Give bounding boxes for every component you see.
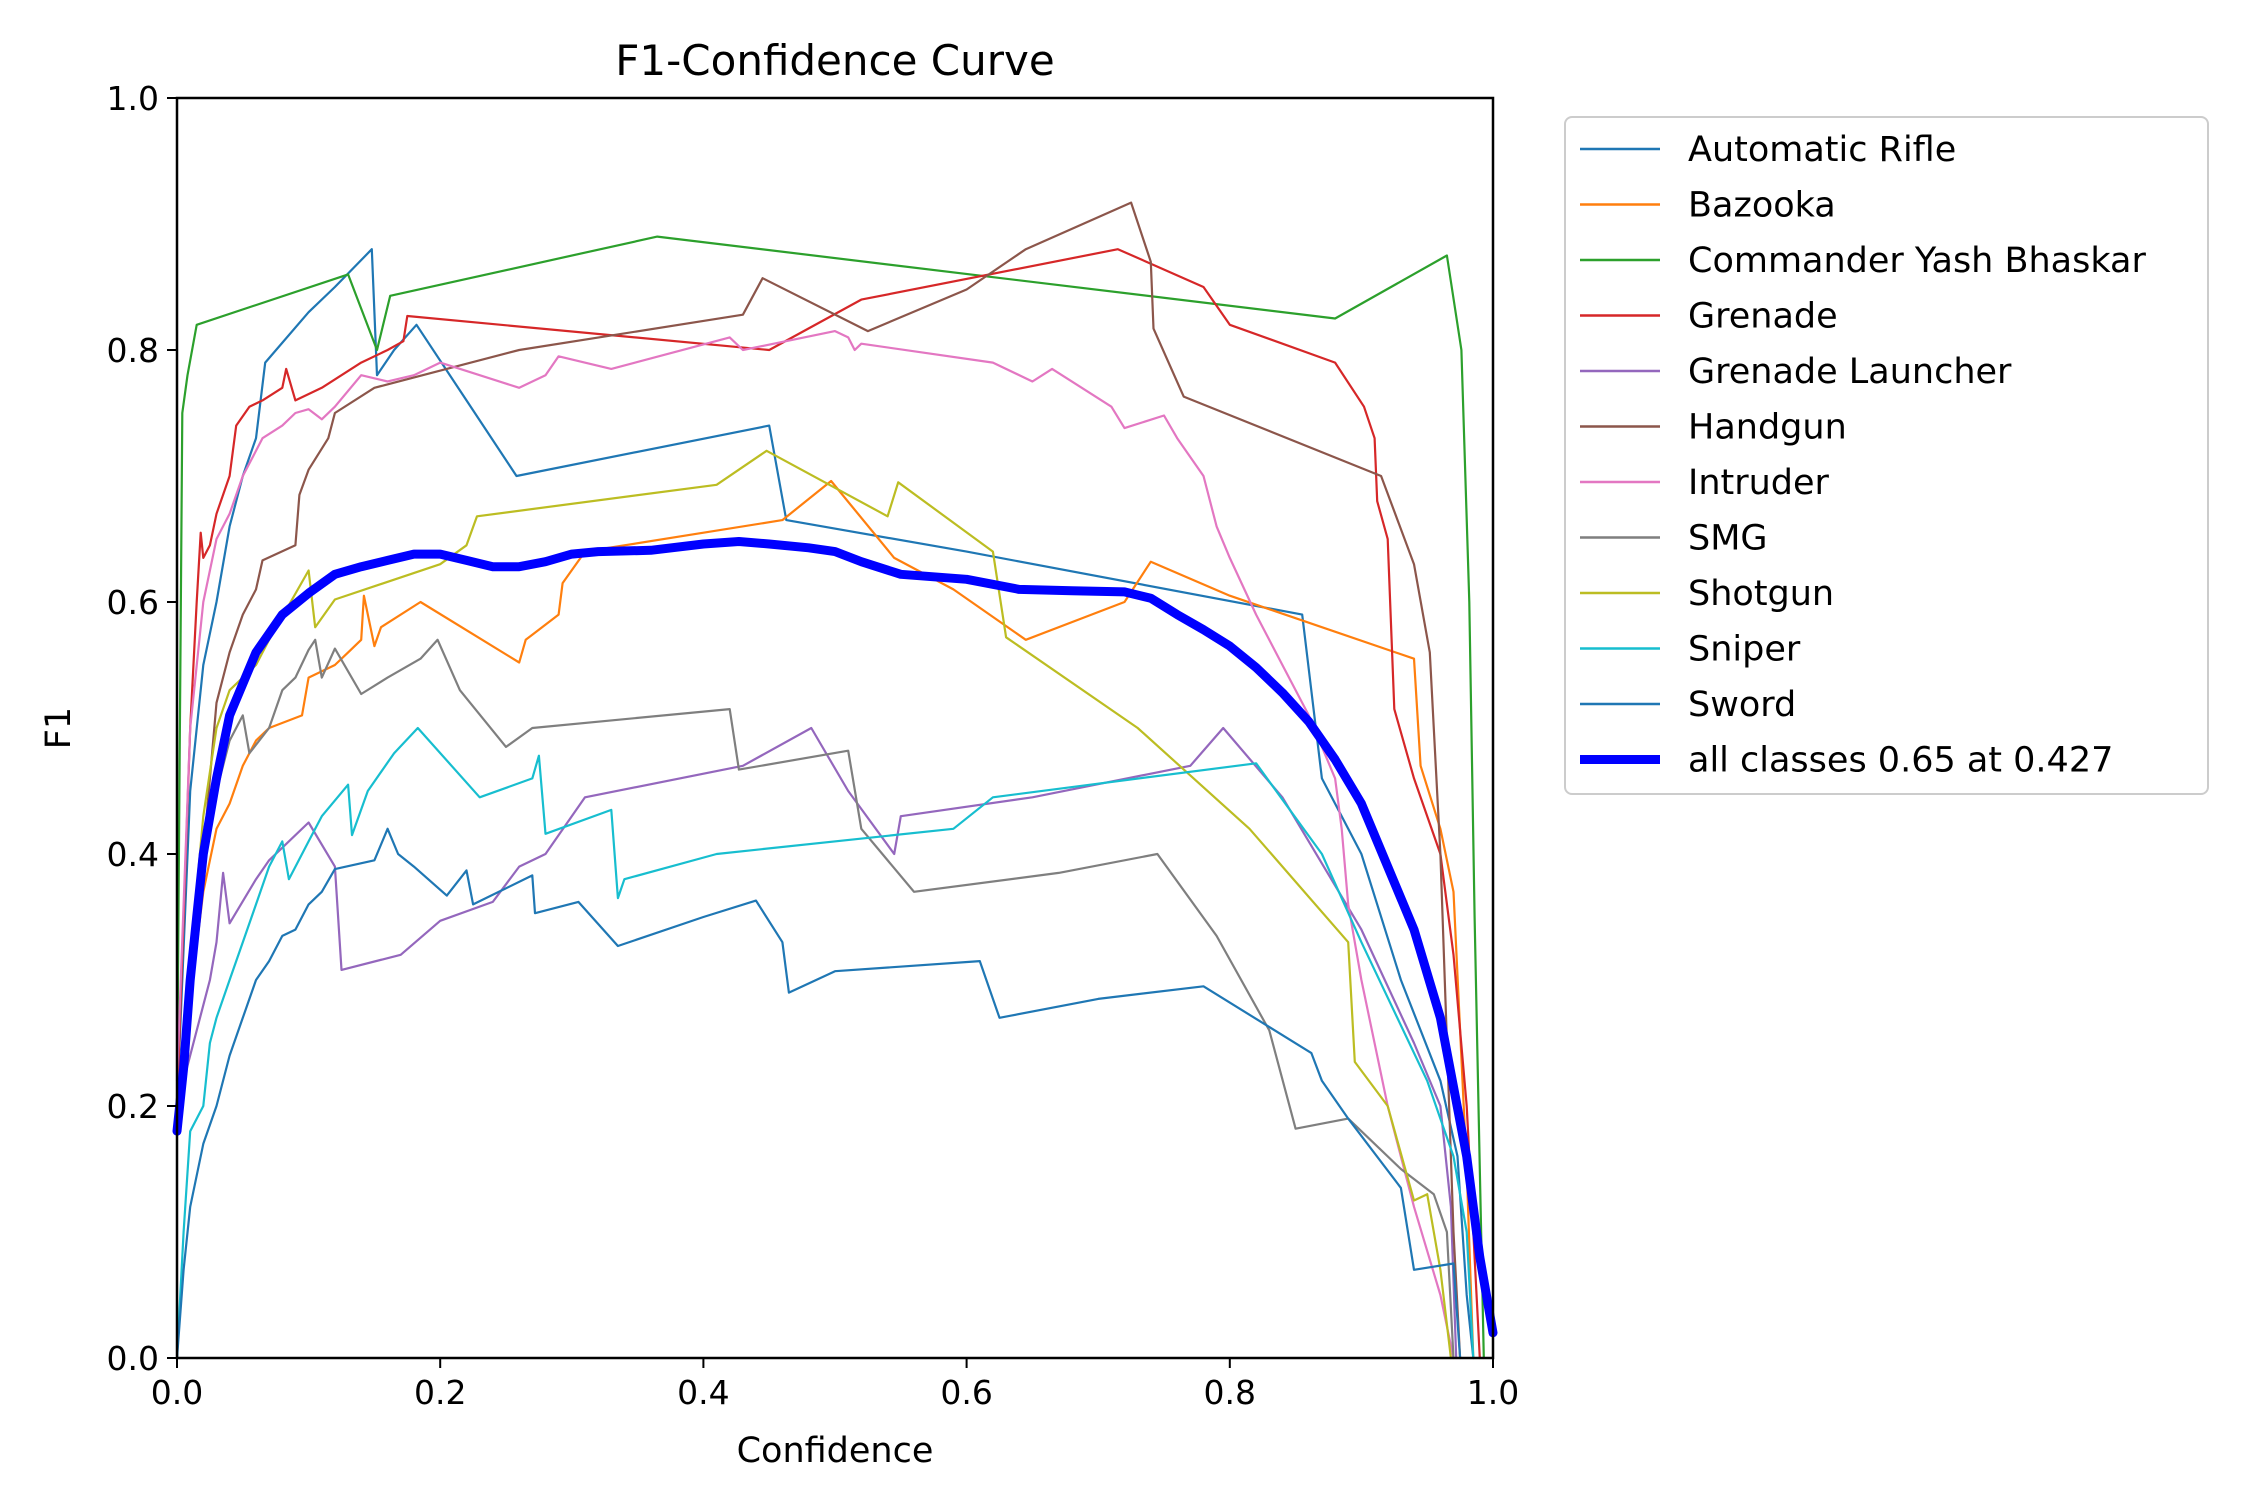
legend-frame (1564, 116, 2209, 795)
legend-label-8: Shotgun (1688, 574, 1834, 614)
x-tick-label: 0.0 (151, 1373, 203, 1412)
series-line-2 (175, 235, 1485, 1360)
series-line-10 (175, 827, 1462, 1360)
series-line-3 (175, 248, 1481, 1360)
series-line-0 (175, 248, 1475, 1360)
plot-frame (175, 96, 1495, 1360)
series-layer (172, 201, 1498, 1360)
legend-label-7: SMG (1688, 519, 1768, 559)
axis-ticks: 0.0 0.2 0.4 0.6 0.8 1.0 0.0 0.2 0.4 0.6 0.8 1.0 (107, 79, 1520, 1412)
series-line-11 (172, 537, 1498, 1338)
x-tick-label: 0.6 (940, 1373, 992, 1412)
x-tick-label: 0.4 (677, 1373, 729, 1412)
x-tick-label: 0.2 (414, 1373, 466, 1412)
x-axis-label: Confidence (737, 1431, 934, 1471)
legend-label-1: Bazooka (1688, 186, 1836, 226)
legend-label-11: all classes 0.65 at 0.427 (1688, 741, 2113, 781)
series-line-8 (175, 449, 1452, 1360)
legend-label-2: Commander Yash Bhaskar (1688, 241, 2146, 281)
x-tick-label: 0.8 (1204, 1373, 1256, 1412)
y-tick-label: 0.4 (107, 835, 159, 874)
legend: Automatic Rifle Bazooka Commander Yash Bha… (1564, 116, 2209, 795)
legend-label-4: Grenade Launcher (1688, 352, 2012, 392)
series-line-9 (175, 726, 1475, 1360)
series-line-5 (175, 201, 1462, 1360)
x-tick-label: 1.0 (1467, 1373, 1519, 1412)
legend-label-3: Grenade (1688, 297, 1838, 337)
series-line-7 (175, 638, 1455, 1360)
legend-label-5: Handgun (1688, 408, 1847, 448)
legend-label-9: Sniper (1688, 630, 1801, 670)
y-tick-label: 0.8 (107, 331, 159, 370)
y-tick-label: 0.0 (107, 1339, 159, 1378)
y-tick-label: 0.6 (107, 583, 159, 622)
y-tick-label: 0.2 (107, 1087, 159, 1126)
legend-label-6: Intruder (1688, 463, 1830, 503)
legend-label-10: Sword (1688, 685, 1796, 725)
chart-title: F1-Confidence Curve (615, 36, 1054, 85)
legend-label-0: Automatic Rifle (1688, 130, 1956, 170)
y-tick-label: 1.0 (107, 79, 159, 118)
y-axis-label: F1 (39, 707, 79, 749)
